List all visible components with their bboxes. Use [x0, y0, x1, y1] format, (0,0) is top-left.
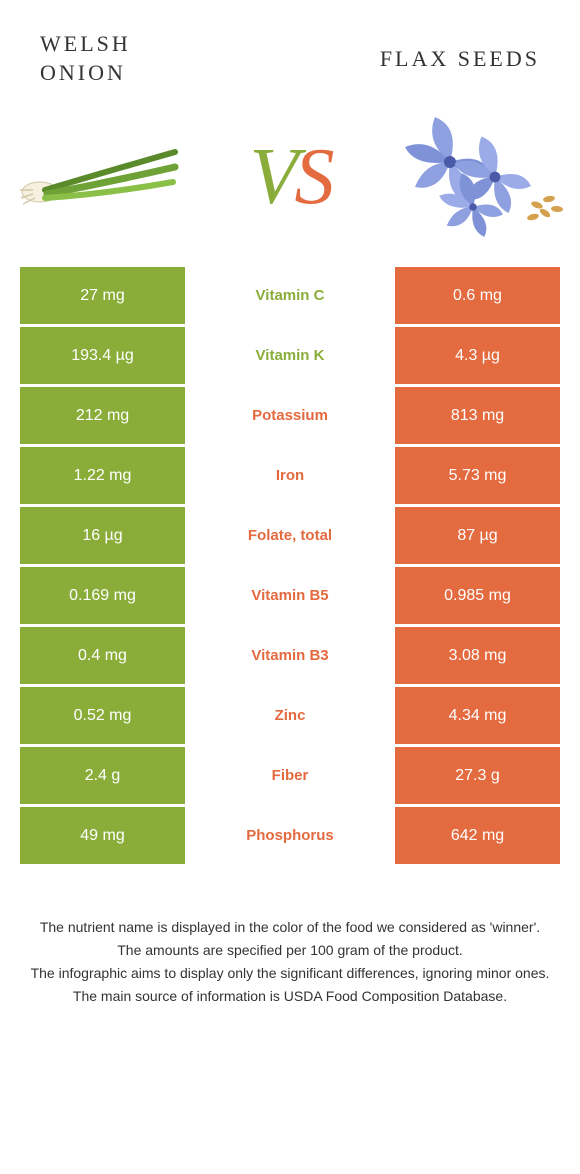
nutrient-table: 27 mgVitamin C0.6 mg193.4 µgVitamin K4.3… [20, 267, 560, 864]
welsh-onion-image [10, 117, 190, 237]
value-left: 193.4 µg [20, 327, 185, 384]
header: Welsh onion Flax seeds [0, 0, 580, 107]
value-left: 212 mg [20, 387, 185, 444]
value-right: 27.3 g [395, 747, 560, 804]
table-row: 16 µgFolate, total87 µg [20, 507, 560, 564]
value-left: 27 mg [20, 267, 185, 324]
title-right: Flax seeds [380, 46, 540, 72]
value-left: 0.169 mg [20, 567, 185, 624]
value-right: 87 µg [395, 507, 560, 564]
table-row: 193.4 µgVitamin K4.3 µg [20, 327, 560, 384]
value-left: 2.4 g [20, 747, 185, 804]
nutrient-label: Folate, total [185, 507, 395, 564]
footer-line-2: The amounts are specified per 100 gram o… [30, 940, 550, 961]
table-row: 1.22 mgIron5.73 mg [20, 447, 560, 504]
table-row: 0.52 mgZinc4.34 mg [20, 687, 560, 744]
table-row: 0.4 mgVitamin B33.08 mg [20, 627, 560, 684]
vs-s: S [294, 133, 330, 221]
value-left: 1.22 mg [20, 447, 185, 504]
value-left: 16 µg [20, 507, 185, 564]
value-right: 642 mg [395, 807, 560, 864]
value-right: 4.3 µg [395, 327, 560, 384]
vs-v: V [250, 133, 295, 221]
title-left-line1: Welsh [40, 31, 131, 56]
value-left: 49 mg [20, 807, 185, 864]
value-right: 0.6 mg [395, 267, 560, 324]
nutrient-label: Vitamin C [185, 267, 395, 324]
title-left: Welsh onion [40, 30, 131, 87]
footer-notes: The nutrient name is displayed in the co… [0, 867, 580, 1007]
nutrient-label: Potassium [185, 387, 395, 444]
nutrient-label: Iron [185, 447, 395, 504]
table-row: 49 mgPhosphorus642 mg [20, 807, 560, 864]
title-left-line2: onion [40, 60, 126, 85]
value-right: 4.34 mg [395, 687, 560, 744]
value-left: 0.52 mg [20, 687, 185, 744]
flax-seeds-image [390, 117, 570, 237]
value-right: 5.73 mg [395, 447, 560, 504]
value-right: 0.985 mg [395, 567, 560, 624]
value-right: 813 mg [395, 387, 560, 444]
vs-label: VS [250, 132, 331, 223]
table-row: 212 mgPotassium813 mg [20, 387, 560, 444]
value-left: 0.4 mg [20, 627, 185, 684]
value-right: 3.08 mg [395, 627, 560, 684]
nutrient-label: Vitamin B5 [185, 567, 395, 624]
footer-line-1: The nutrient name is displayed in the co… [30, 917, 550, 938]
nutrient-label: Fiber [185, 747, 395, 804]
table-row: 27 mgVitamin C0.6 mg [20, 267, 560, 324]
nutrient-label: Vitamin B3 [185, 627, 395, 684]
images-row: VS [0, 107, 580, 267]
footer-line-4: The main source of information is USDA F… [30, 986, 550, 1007]
nutrient-label: Zinc [185, 687, 395, 744]
table-row: 2.4 gFiber27.3 g [20, 747, 560, 804]
nutrient-label: Vitamin K [185, 327, 395, 384]
table-row: 0.169 mgVitamin B50.985 mg [20, 567, 560, 624]
nutrient-label: Phosphorus [185, 807, 395, 864]
footer-line-3: The infographic aims to display only the… [30, 963, 550, 984]
